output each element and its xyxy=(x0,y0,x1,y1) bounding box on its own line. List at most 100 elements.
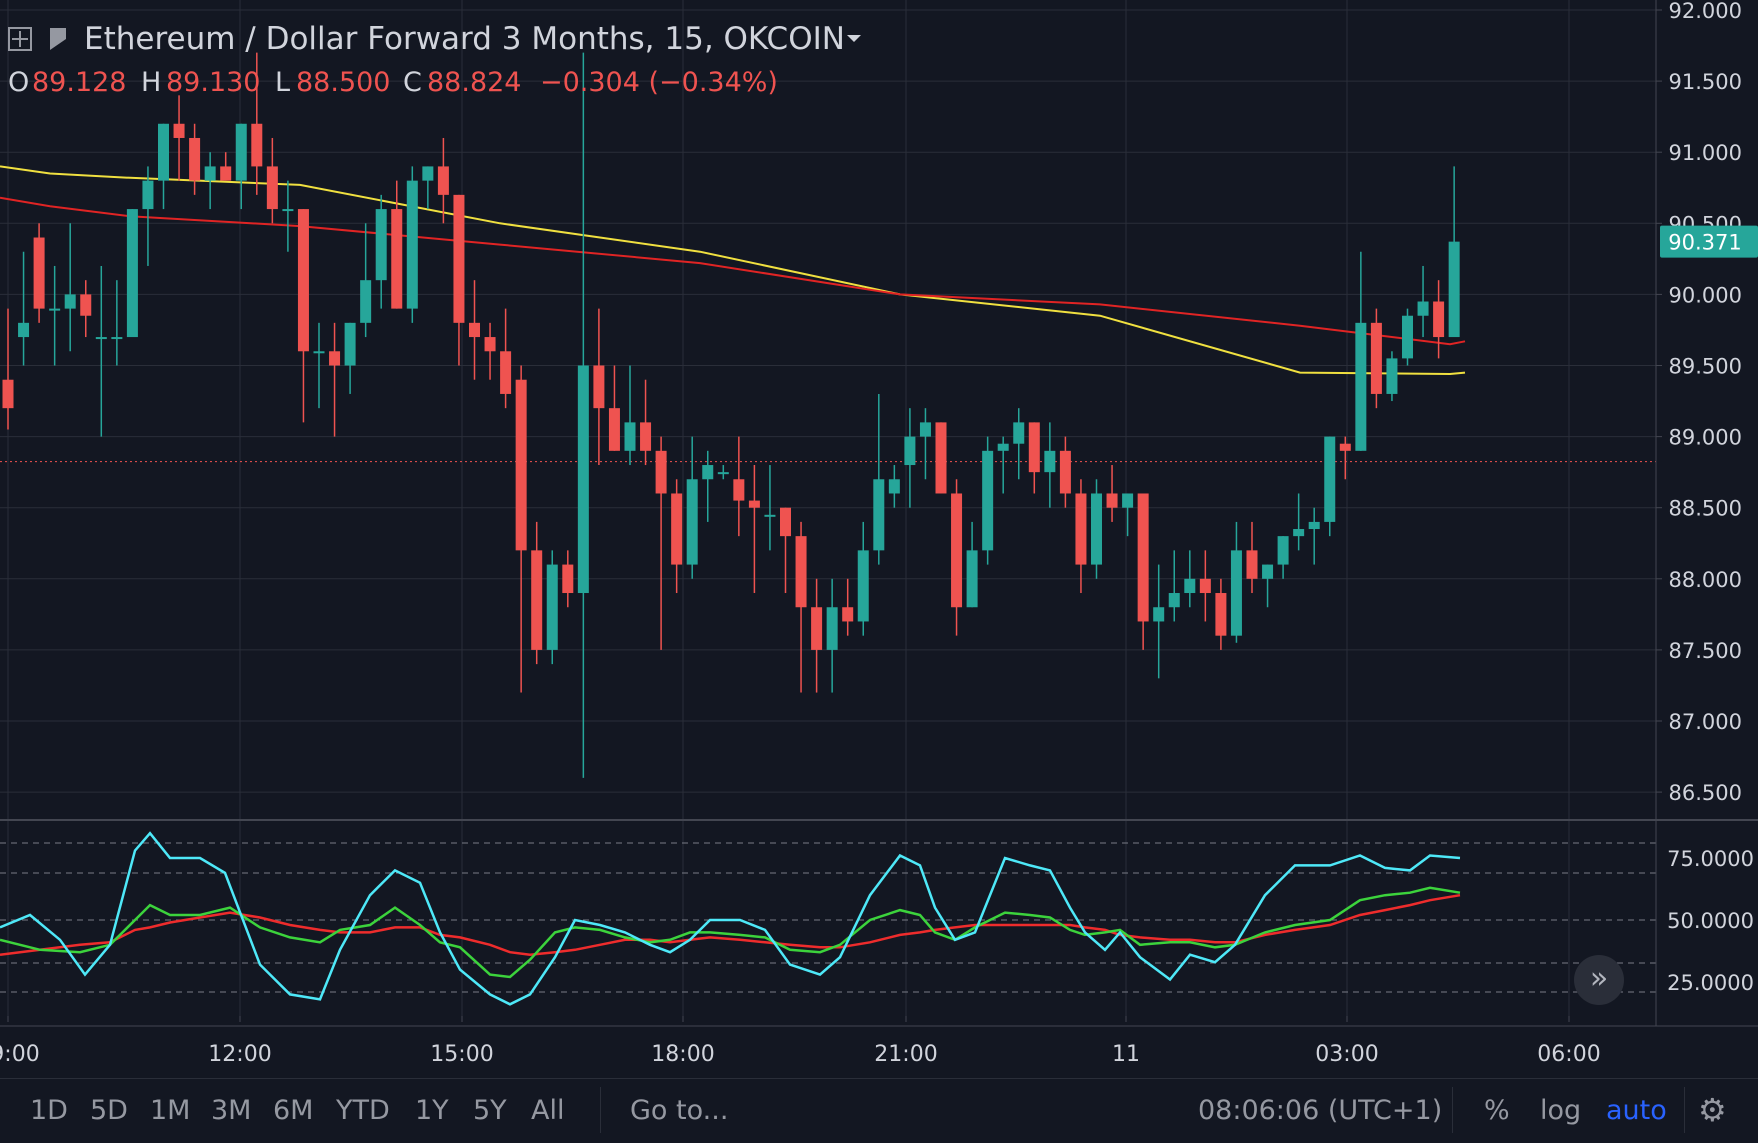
candle[interactable] xyxy=(686,436,698,579)
collapse-icon[interactable] xyxy=(8,27,32,51)
candle[interactable] xyxy=(266,137,278,224)
candle[interactable] xyxy=(80,280,92,338)
candle[interactable] xyxy=(1091,479,1102,579)
candle[interactable] xyxy=(500,308,512,409)
candle[interactable] xyxy=(1153,564,1165,679)
candles[interactable] xyxy=(2,52,1460,778)
candle[interactable] xyxy=(1262,564,1274,608)
candle[interactable] xyxy=(126,209,138,338)
candle[interactable] xyxy=(997,436,1009,494)
candle[interactable] xyxy=(251,52,263,195)
candle[interactable] xyxy=(1215,578,1227,650)
range-ytd-button[interactable]: YTD xyxy=(336,1095,390,1126)
candle[interactable] xyxy=(360,223,372,338)
candle[interactable] xyxy=(1246,521,1258,594)
candle[interactable] xyxy=(1355,251,1367,451)
candle[interactable] xyxy=(1028,422,1040,494)
candle[interactable] xyxy=(655,436,667,650)
candle[interactable] xyxy=(313,322,325,409)
candle[interactable] xyxy=(593,308,605,466)
candle[interactable] xyxy=(297,209,309,423)
candle[interactable] xyxy=(966,521,978,608)
range-all-button[interactable]: All xyxy=(531,1095,565,1126)
range-1y-button[interactable]: 1Y xyxy=(415,1095,449,1126)
range-1m-button[interactable]: 1M xyxy=(150,1095,191,1126)
candle[interactable] xyxy=(64,223,76,352)
candle[interactable] xyxy=(1448,166,1460,338)
candle[interactable] xyxy=(1293,493,1305,551)
candle[interactable] xyxy=(453,194,465,366)
candle[interactable] xyxy=(375,194,387,309)
candle[interactable] xyxy=(1277,536,1289,579)
candle[interactable] xyxy=(1402,308,1413,366)
candle[interactable] xyxy=(1370,308,1382,409)
candle[interactable] xyxy=(1184,550,1196,608)
candle[interactable] xyxy=(1324,436,1336,537)
candle[interactable] xyxy=(546,550,558,665)
candle[interactable] xyxy=(1339,436,1351,480)
candle[interactable] xyxy=(577,52,589,778)
candle[interactable] xyxy=(951,479,963,636)
candle[interactable] xyxy=(562,550,574,608)
candle[interactable] xyxy=(919,408,931,480)
candle[interactable] xyxy=(764,465,776,551)
candle[interactable] xyxy=(173,95,185,181)
candle[interactable] xyxy=(220,152,232,181)
candle[interactable] xyxy=(857,521,869,636)
candle[interactable] xyxy=(18,251,30,366)
scroll-to-realtime-button[interactable]: » xyxy=(1574,955,1624,1005)
candle[interactable] xyxy=(515,365,527,693)
candle[interactable] xyxy=(391,180,403,309)
clock-label[interactable]: 08:06:06 (UTC+1) xyxy=(1198,1095,1443,1126)
candle[interactable] xyxy=(33,223,45,323)
candle[interactable] xyxy=(1199,550,1211,622)
goto-button[interactable]: Go to... xyxy=(630,1095,729,1126)
candle[interactable] xyxy=(469,280,480,380)
candle[interactable] xyxy=(717,465,729,480)
candle[interactable] xyxy=(624,365,636,466)
candle[interactable] xyxy=(406,166,418,323)
candle[interactable] xyxy=(1230,521,1242,643)
candle[interactable] xyxy=(1044,422,1056,508)
auto-toggle[interactable]: auto xyxy=(1606,1095,1667,1126)
candle[interactable] xyxy=(748,465,760,594)
candle[interactable] xyxy=(795,521,807,693)
candle[interactable] xyxy=(904,408,916,508)
candle[interactable] xyxy=(189,123,201,195)
candle[interactable] xyxy=(95,265,107,437)
candle[interactable] xyxy=(329,322,341,437)
candle[interactable] xyxy=(142,166,154,266)
candle[interactable] xyxy=(608,365,620,451)
candle[interactable] xyxy=(1059,436,1071,508)
candle[interactable] xyxy=(204,152,216,210)
range-5d-button[interactable]: 5D xyxy=(90,1095,128,1126)
candle[interactable] xyxy=(842,578,854,636)
candle[interactable] xyxy=(671,479,683,594)
candle[interactable] xyxy=(1433,280,1445,359)
time-axis[interactable]: 09:00 12:00 15:00 18:00 21:00 11 03:00 06:00 xyxy=(0,1016,1758,1067)
candle[interactable] xyxy=(158,123,169,210)
candle[interactable] xyxy=(888,465,900,508)
flag-icon[interactable] xyxy=(50,28,66,50)
candle[interactable] xyxy=(422,166,434,210)
candle[interactable] xyxy=(826,578,838,693)
candle[interactable] xyxy=(702,450,714,522)
candle[interactable] xyxy=(235,123,247,210)
candle[interactable] xyxy=(111,280,123,366)
candle[interactable] xyxy=(873,393,885,565)
range-1d-button[interactable]: 1D xyxy=(30,1095,68,1126)
candle[interactable] xyxy=(282,180,294,252)
candle[interactable] xyxy=(1168,550,1180,622)
candle[interactable] xyxy=(1137,493,1149,650)
candle[interactable] xyxy=(935,422,947,494)
percent-toggle[interactable]: % xyxy=(1484,1095,1510,1126)
candle[interactable] xyxy=(531,521,543,665)
range-5y-button[interactable]: 5Y xyxy=(473,1095,507,1126)
range-6m-button[interactable]: 6M xyxy=(273,1095,314,1126)
candle[interactable] xyxy=(733,436,745,537)
candle[interactable] xyxy=(1122,493,1134,537)
candle[interactable] xyxy=(1308,507,1320,565)
candle[interactable] xyxy=(49,265,61,366)
candle[interactable] xyxy=(811,578,823,693)
